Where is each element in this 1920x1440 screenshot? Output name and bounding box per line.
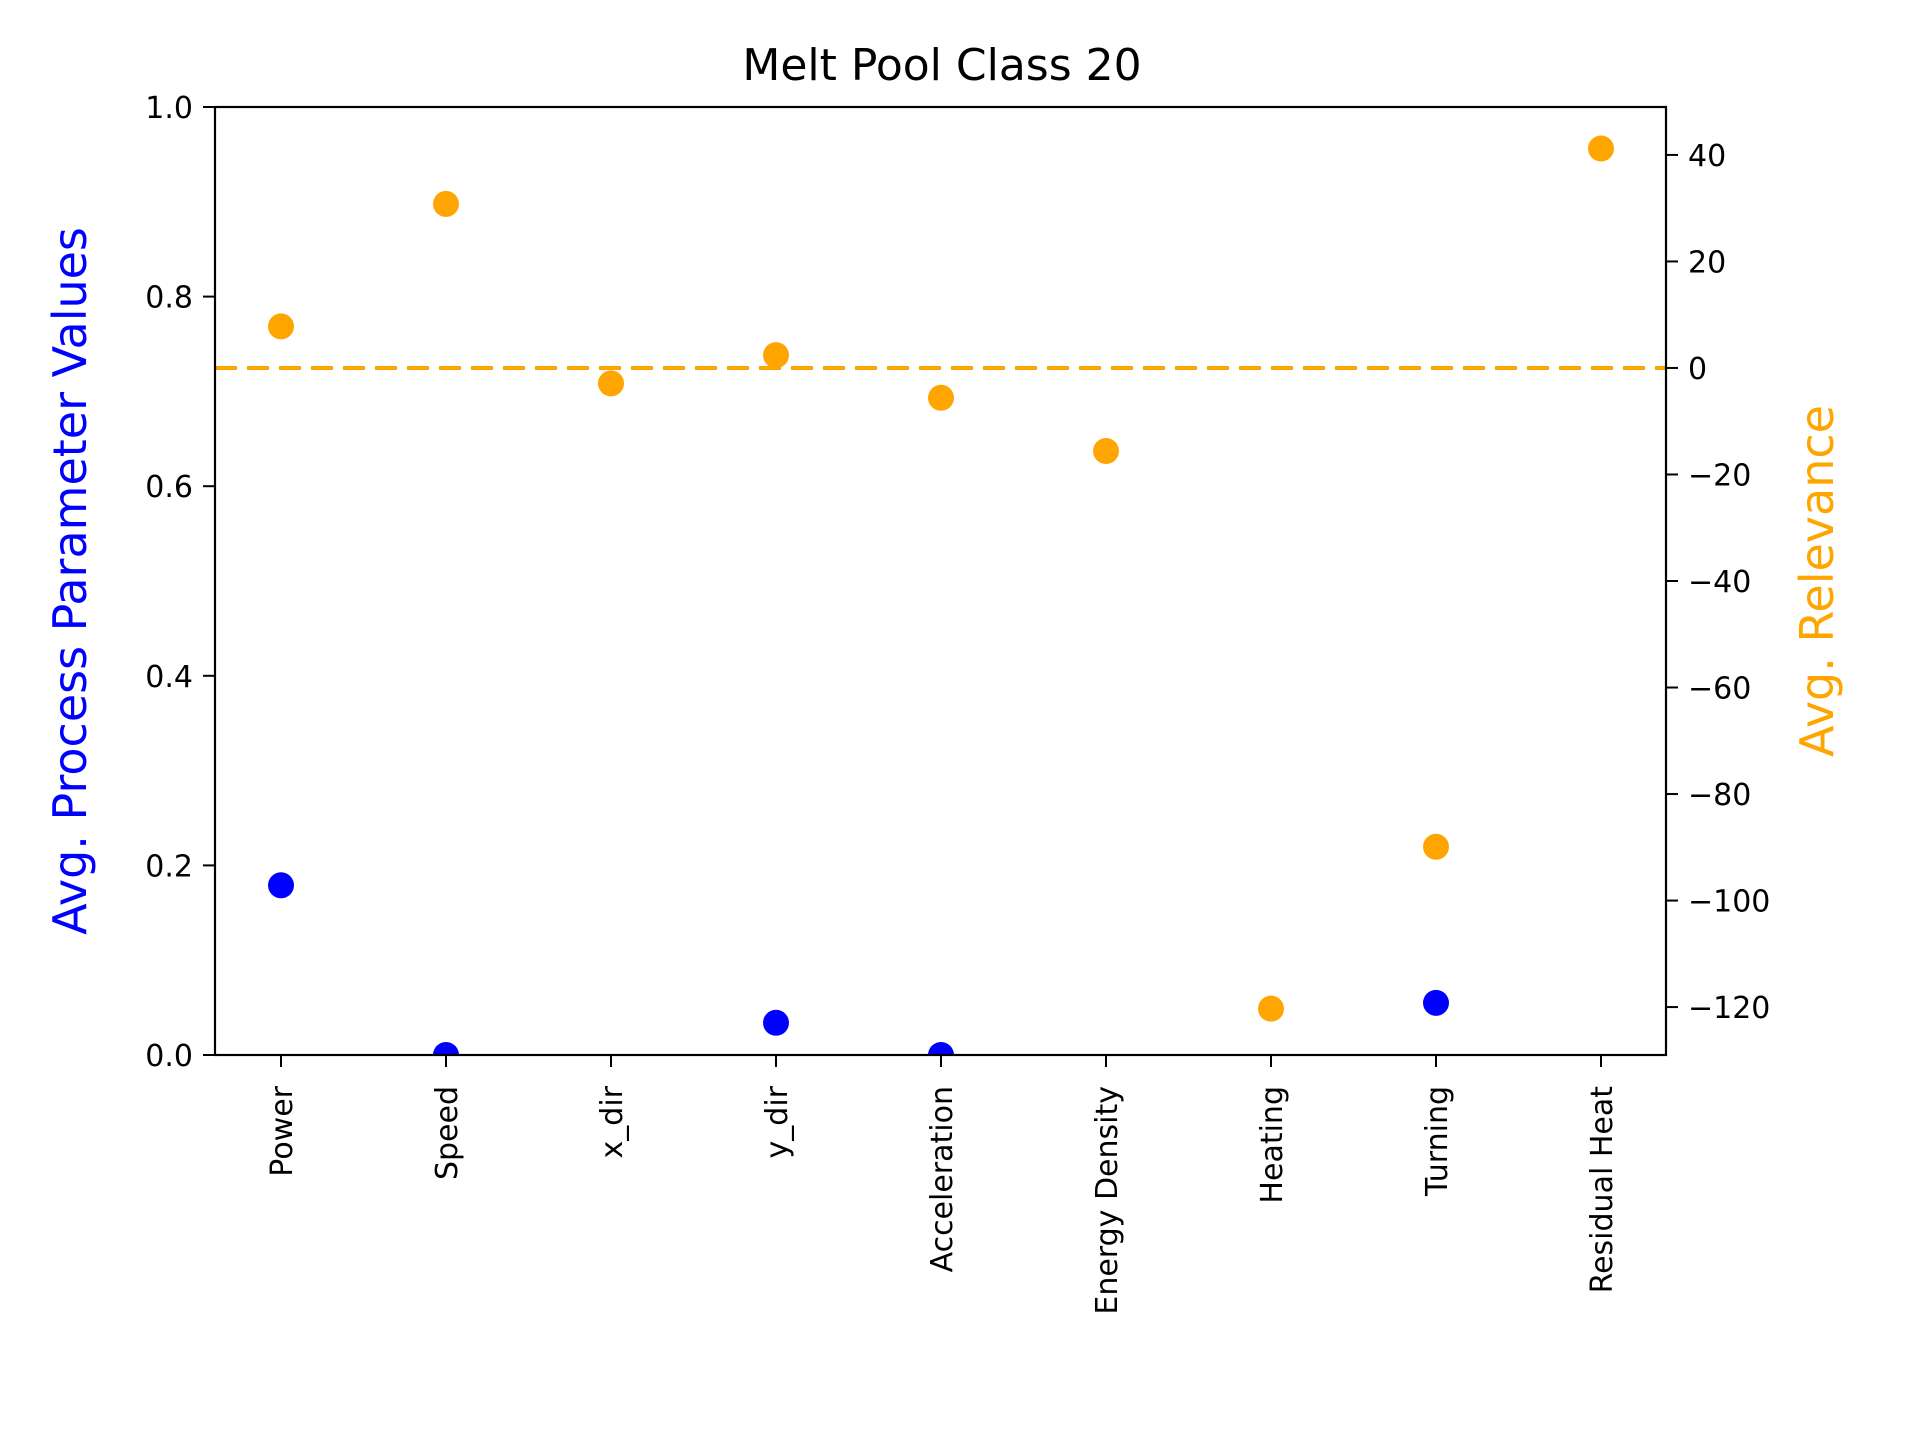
relevance-point-6	[1258, 995, 1284, 1022]
right-tick-label: −60	[1688, 672, 1751, 707]
chart-title: Melt Pool Class 20	[742, 40, 1141, 91]
left-tick-label: 0.6	[145, 470, 193, 505]
relevance-point-5	[1093, 438, 1119, 465]
parameter-point-7	[1423, 989, 1449, 1016]
right-axis-ticks: −120 −100 −80 −60 −40 −20 0 20 40	[1666, 139, 1770, 1026]
x-tick-label: x_dir	[595, 1085, 630, 1158]
parameter-point-3	[763, 1009, 789, 1036]
parameter-point-4	[928, 1042, 954, 1055]
right-tick-label: −40	[1688, 565, 1751, 600]
plot-frame	[213, 105, 1668, 1057]
relevance-point-2	[598, 370, 624, 397]
parameter-point-0	[268, 872, 294, 899]
parameter-point-1	[433, 1042, 459, 1055]
x-tick-label: Energy Density	[1090, 1086, 1125, 1315]
left-axis-label: Avg. Process Parameter Values	[43, 227, 97, 935]
relevance-point-3	[763, 342, 789, 369]
right-tick-label: 0	[1688, 352, 1707, 387]
left-axis-ticks: 0.0 0.2 0.4 0.6 0.8 1.0	[145, 91, 215, 1074]
relevance-point-8	[1588, 135, 1614, 162]
x-tick-label: Heating	[1255, 1086, 1290, 1204]
left-tick-label: 0.0	[145, 1039, 193, 1074]
x-tick-label: Residual Heat	[1585, 1086, 1620, 1294]
relevance-point-0	[268, 313, 294, 340]
relevance-point-7	[1423, 833, 1449, 860]
left-tick-label: 0.2	[145, 849, 193, 884]
x-tick-label: Acceleration	[925, 1086, 960, 1272]
relevance-point-1	[433, 190, 459, 217]
x-tick-label: Speed	[430, 1086, 465, 1180]
x-tick-label: Power	[265, 1085, 300, 1176]
left-tick-label: 0.8	[145, 281, 193, 316]
right-tick-label: −120	[1688, 991, 1770, 1026]
right-tick-label: −20	[1688, 458, 1751, 493]
right-tick-label: 20	[1688, 245, 1726, 280]
right-tick-label: 40	[1688, 139, 1726, 174]
right-tick-label: −100	[1688, 885, 1770, 920]
chart-marks	[215, 135, 1666, 1055]
relevance-point-4	[928, 384, 954, 411]
left-tick-label: 0.4	[145, 660, 193, 695]
x-tick-label: Turning	[1420, 1086, 1455, 1197]
x-axis-ticks: Power Speed x_dir y_dir Acceleration Energy D…	[265, 1055, 1620, 1315]
right-tick-label: −80	[1688, 778, 1751, 813]
right-axis-label: Avg. Relevance	[1790, 405, 1844, 757]
left-tick-label: 1.0	[145, 91, 193, 126]
x-tick-label: y_dir	[760, 1085, 795, 1158]
